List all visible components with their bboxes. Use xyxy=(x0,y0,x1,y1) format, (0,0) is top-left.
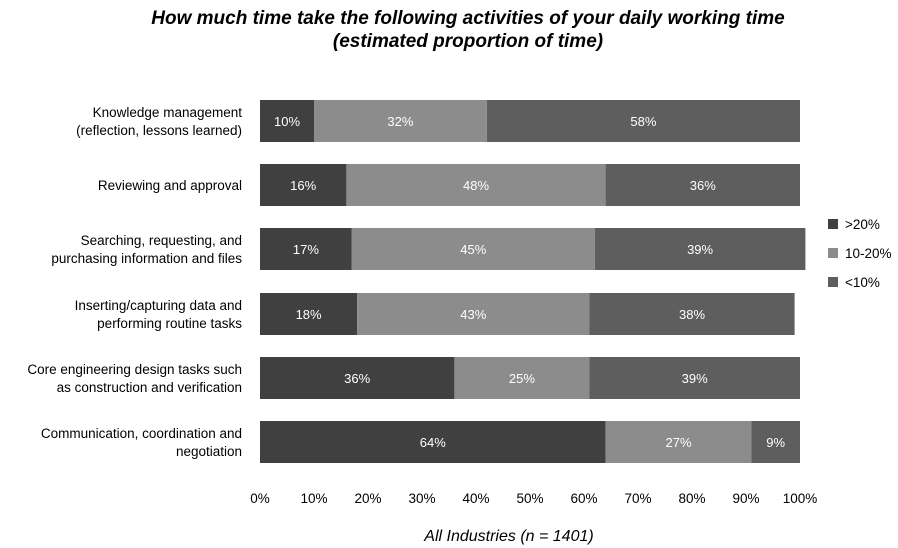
x-tick-label: 0% xyxy=(250,491,270,506)
x-tick-label: 40% xyxy=(462,491,489,506)
category-label: Searching, requesting, and purchasing inf… xyxy=(51,233,242,266)
legend-entry: >20% xyxy=(845,217,880,232)
data-label: 36% xyxy=(690,178,716,193)
x-tick-label: 60% xyxy=(570,491,597,506)
data-label: 39% xyxy=(682,371,708,386)
x-axis-ticks: 0% 10% 20% 30% 40% 50% 60% 70% 80% 90% 100% xyxy=(250,491,817,506)
chart-title-line: (estimated proportion of time) xyxy=(333,31,603,52)
data-label: 38% xyxy=(679,307,705,322)
bar-segment xyxy=(260,293,358,335)
legend-swatch xyxy=(828,219,838,229)
category-label: Communication, coordination and negotiati… xyxy=(41,426,242,459)
data-label: 27% xyxy=(665,435,691,450)
data-label: 17% xyxy=(293,242,319,257)
bar-segment xyxy=(260,228,352,270)
x-tick-label: 50% xyxy=(516,491,543,506)
data-label: 25% xyxy=(509,371,535,386)
data-label: 16% xyxy=(290,178,316,193)
plot-area: Knowledge management (reflection, lessons… xyxy=(27,100,806,463)
category-label: Reviewing and approval xyxy=(98,178,242,193)
legend-entry: 10-20% xyxy=(845,246,892,261)
bar-segment xyxy=(260,421,606,463)
bar-segment xyxy=(351,228,595,270)
data-label: 36% xyxy=(344,371,370,386)
bar-segment xyxy=(605,421,752,463)
x-tick-label: 20% xyxy=(354,491,381,506)
legend-swatch xyxy=(828,277,838,287)
data-label: 32% xyxy=(387,114,413,129)
data-label: 64% xyxy=(420,435,446,450)
category-label: Core engineering design tasks such as con… xyxy=(27,362,242,395)
legend: >20% 10-20% <10% xyxy=(828,217,892,290)
data-label: 43% xyxy=(460,307,486,322)
chart-title: How much time take the following activit… xyxy=(151,8,785,52)
bar-segment xyxy=(314,100,487,142)
bar-segment xyxy=(260,100,314,142)
data-label: 18% xyxy=(296,307,322,322)
bar-segment xyxy=(594,228,806,270)
bar-segment xyxy=(589,293,795,335)
x-tick-label: 30% xyxy=(408,491,435,506)
bar-segment xyxy=(357,293,590,335)
bar-segment xyxy=(751,421,800,463)
x-tick-label: 90% xyxy=(732,491,759,506)
data-label: 48% xyxy=(463,178,489,193)
data-label: 45% xyxy=(460,242,486,257)
bar-segment xyxy=(605,164,800,206)
data-label: 9% xyxy=(766,435,785,450)
x-tick-label: 80% xyxy=(678,491,705,506)
x-tick-label: 100% xyxy=(783,491,818,506)
bar-segment xyxy=(260,357,455,399)
x-tick-label: 70% xyxy=(624,491,651,506)
data-label: 58% xyxy=(630,114,656,129)
legend-swatch xyxy=(828,248,838,258)
category-label: Inserting/capturing data and performing r… xyxy=(75,298,243,331)
bar-segment xyxy=(260,164,347,206)
x-axis-label: All Industries (n = 1401) xyxy=(423,528,593,545)
legend-entry: <10% xyxy=(845,275,880,290)
category-label: Knowledge management (reflection, lessons… xyxy=(76,105,242,138)
bar-segment xyxy=(486,100,800,142)
x-tick-label: 10% xyxy=(300,491,327,506)
data-label: 10% xyxy=(274,114,300,129)
data-label: 39% xyxy=(687,242,713,257)
chart-title-line: How much time take the following activit… xyxy=(151,8,785,29)
bar-segment xyxy=(346,164,606,206)
bar-segment xyxy=(589,357,800,399)
bar-segment xyxy=(454,357,590,399)
